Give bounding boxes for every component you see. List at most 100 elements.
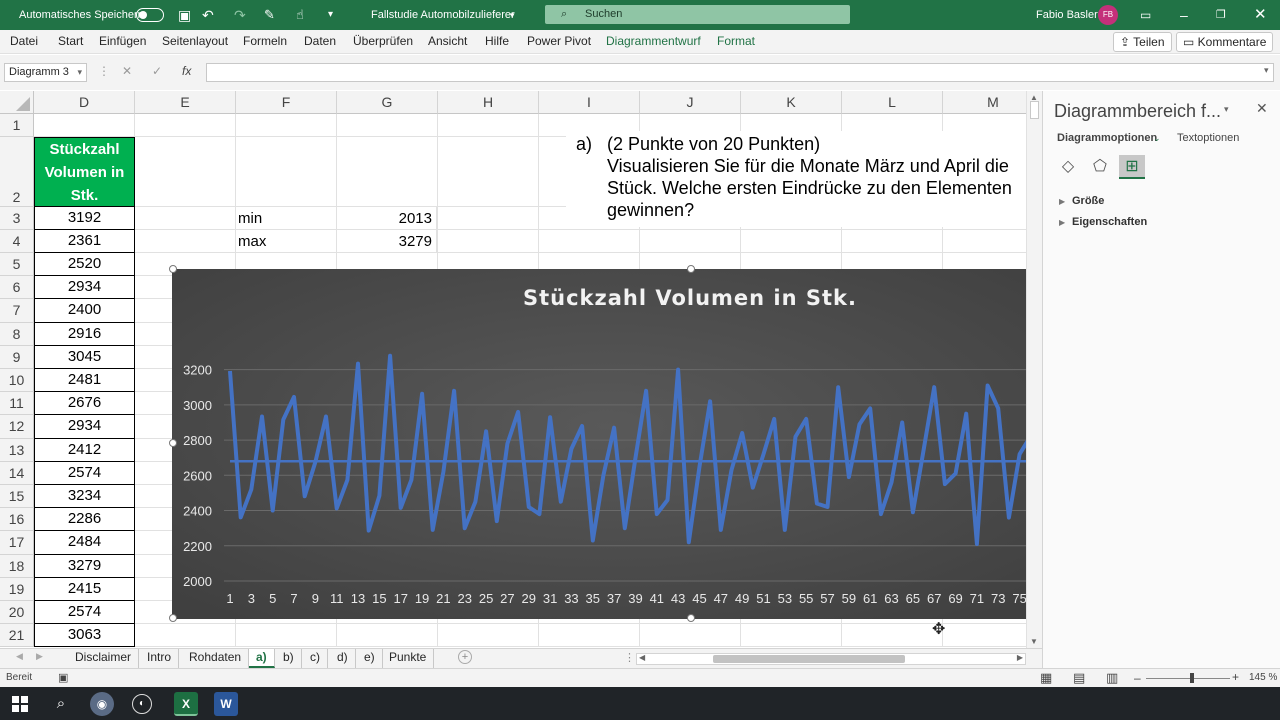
section-eigenschaften[interactable]: Eigenschaften — [1072, 216, 1148, 228]
data-cell-d10[interactable]: 2481 — [34, 369, 135, 393]
fill-line-icon[interactable]: ◇ — [1061, 158, 1075, 175]
cell-d1[interactable] — [34, 114, 135, 137]
normal-view-icon[interactable]: ▦ — [1040, 670, 1053, 685]
data-cell-d8[interactable]: 2916 — [34, 322, 135, 346]
expand-properties-icon[interactable]: ▶ — [1059, 218, 1066, 227]
share-button[interactable]: ⇪ Teilen — [1113, 32, 1172, 52]
chart-resize-handle-top[interactable] — [687, 265, 695, 273]
row-header-2[interactable]: 2 — [0, 137, 34, 207]
row-header-16[interactable]: 16 — [0, 508, 34, 532]
data-cell-d12[interactable]: 2934 — [34, 415, 135, 439]
data-cell-d4[interactable]: 2361 — [34, 230, 135, 253]
data-cell-d6[interactable]: 2934 — [34, 276, 135, 300]
data-cell-d20[interactable]: 2574 — [34, 601, 135, 625]
prev-sheet-icon[interactable]: ◀ — [16, 651, 23, 661]
cell-l4[interactable] — [842, 230, 943, 253]
tab-power-pivot[interactable]: Power Pivot — [527, 34, 592, 48]
horizontal-scroll-thumb[interactable] — [713, 655, 905, 663]
comments-button[interactable]: ▭ Kommentare — [1176, 32, 1274, 52]
cell-g21[interactable] — [337, 624, 438, 648]
data-cell-d3[interactable]: 3192 — [34, 207, 135, 230]
row-header-8[interactable]: 8 — [0, 322, 34, 346]
tab-textoptionen[interactable]: Textoptionen — [1177, 132, 1240, 144]
cell-i21[interactable] — [539, 624, 640, 648]
expand-size-icon[interactable]: ▶ — [1059, 197, 1066, 206]
cell-h4[interactable] — [438, 230, 539, 253]
column-header-d[interactable]: D — [34, 91, 135, 114]
cell-h2[interactable] — [438, 137, 539, 207]
data-cell-d15[interactable]: 3234 — [34, 485, 135, 509]
row-header-13[interactable]: 13 — [0, 438, 34, 462]
zoom-slider[interactable] — [1146, 678, 1230, 679]
redo-icon[interactable]: ↷ — [234, 7, 246, 23]
tab-split-icon[interactable]: ⋮ — [624, 652, 635, 664]
horizontal-scrollbar[interactable]: ◀ ▶ — [636, 653, 1026, 665]
row-header-12[interactable]: 12 — [0, 415, 34, 439]
min-value-cell[interactable]: 2013 — [336, 207, 437, 230]
max-label-cell[interactable]: max — [235, 230, 336, 253]
taskbar-excel-icon[interactable]: X — [174, 692, 198, 716]
row-header-3[interactable]: 3 — [0, 207, 34, 230]
cell-m3[interactable] — [943, 207, 1026, 230]
vertical-scroll-thumb[interactable] — [1030, 101, 1039, 119]
avatar[interactable]: FB — [1098, 5, 1118, 25]
confirm-icon[interactable]: ✓ — [152, 64, 163, 78]
sheet-tab-8[interactable]: e) — [357, 649, 383, 668]
cell-i4[interactable] — [539, 230, 640, 253]
sheet-tab-6[interactable]: c) — [303, 649, 328, 668]
column-header-g[interactable]: G — [337, 91, 438, 114]
row-header-9[interactable]: 9 — [0, 345, 34, 369]
chart-resize-handle-tl[interactable] — [169, 265, 177, 273]
sheet-tab-5[interactable]: b) — [276, 649, 302, 668]
row-header-17[interactable]: 17 — [0, 531, 34, 555]
row-header-1[interactable]: 1 — [0, 114, 34, 137]
row-header-18[interactable]: 18 — [0, 554, 34, 578]
pen-icon[interactable]: ✎ — [264, 7, 275, 22]
column-header-i[interactable]: I — [539, 91, 640, 114]
taskbar-app-icon[interactable]: ◉ — [90, 692, 114, 716]
cell-e2[interactable] — [135, 137, 236, 207]
min-label-cell[interactable]: min — [235, 207, 336, 230]
data-cell-d19[interactable]: 2415 — [34, 577, 135, 601]
taskbar-word-icon[interactable]: W — [214, 692, 238, 716]
row-header-4[interactable]: 4 — [0, 230, 34, 253]
page-layout-view-icon[interactable]: ▤ — [1073, 670, 1086, 685]
data-cell-d13[interactable]: 2412 — [34, 438, 135, 462]
customize-toolbar-icon[interactable]: ▾ — [328, 9, 334, 20]
cell-h21[interactable] — [438, 624, 539, 648]
row-header-6[interactable]: 6 — [0, 276, 34, 300]
undo-icon[interactable]: ↶ — [202, 7, 214, 23]
tab-formeln[interactable]: Formeln — [243, 34, 288, 48]
data-cell-d21[interactable]: 3063 — [34, 624, 135, 648]
sheet-tab-3[interactable]: Rohdaten — [182, 649, 250, 668]
data-cell-d17[interactable]: 2484 — [34, 531, 135, 555]
document-title[interactable]: Fallstudie Automobilzulieferer — [371, 9, 515, 21]
tab-format[interactable]: Format — [717, 34, 756, 48]
data-cell-d9[interactable]: 3045 — [34, 345, 135, 369]
tab-diagrammoptionen[interactable]: Diagrammoptionen — [1057, 132, 1158, 144]
zoom-in-icon[interactable]: + — [1232, 670, 1240, 684]
column-header-m[interactable]: M — [943, 91, 1026, 114]
expand-formula-icon[interactable]: ▾ — [1264, 65, 1269, 75]
cell-k4[interactable] — [741, 230, 842, 253]
cell-m20[interactable] — [943, 601, 1026, 625]
cell-f2[interactable] — [236, 137, 337, 207]
zoom-out-icon[interactable]: – — [1134, 671, 1141, 685]
sheet-tab-2[interactable]: Intro — [140, 649, 180, 668]
sheet-tab-4[interactable]: a) — [249, 649, 275, 668]
column-header-j[interactable]: J — [640, 91, 741, 114]
column-header-k[interactable]: K — [741, 91, 842, 114]
macro-record-icon[interactable]: ▣ — [58, 672, 69, 684]
cell-g1[interactable] — [337, 114, 438, 137]
chart-resize-handle-bottom[interactable] — [687, 614, 695, 622]
cell-k21[interactable] — [741, 624, 842, 648]
row-header-21[interactable]: 21 — [0, 624, 34, 648]
cell-e4[interactable] — [135, 230, 236, 253]
scroll-down-icon[interactable]: ▼ — [1030, 637, 1038, 646]
cell-e3[interactable] — [135, 207, 236, 230]
ribbon-display-icon[interactable]: ▭ — [1140, 8, 1152, 22]
chevron-down-icon[interactable]: ⌄ — [1153, 133, 1161, 143]
effects-icon[interactable]: ⬠ — [1093, 158, 1107, 175]
scroll-left-icon[interactable]: ◀ — [639, 653, 646, 662]
